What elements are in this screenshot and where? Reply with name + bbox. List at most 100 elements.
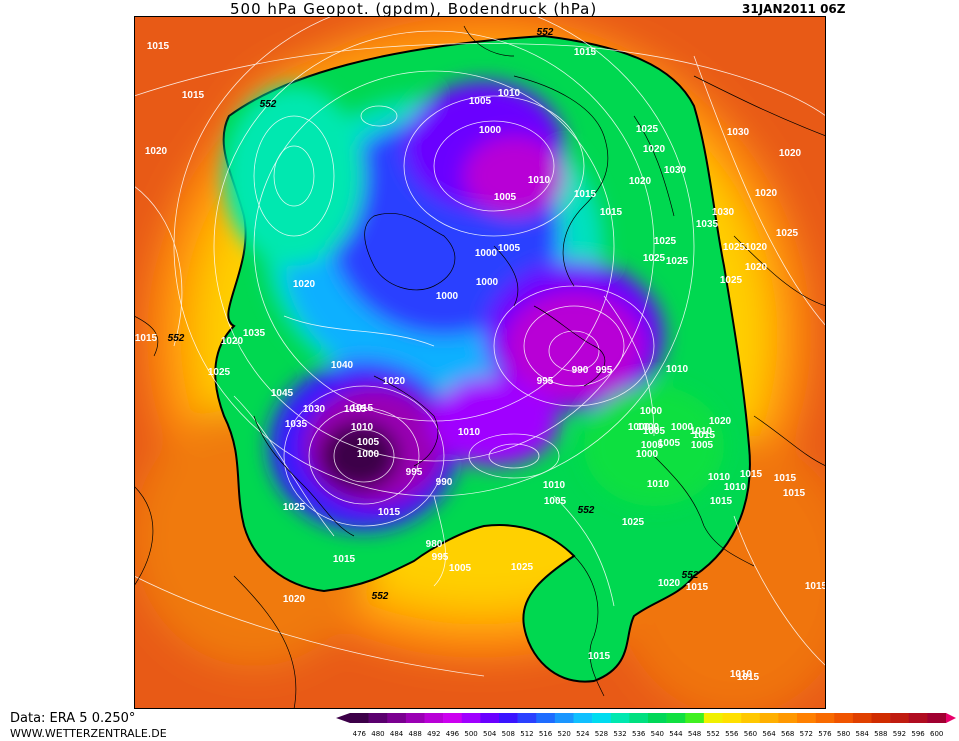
data-source: Data: ERA 5 0.250° (10, 711, 136, 726)
contour-label: 1040 (331, 360, 354, 371)
scale-box (368, 713, 388, 723)
scale-box (387, 713, 407, 723)
scale-box (908, 713, 928, 723)
scale-label: 504 (483, 730, 497, 738)
scale-label: 532 (613, 730, 626, 738)
contour-label: 552 (372, 591, 389, 602)
scale-label: 592 (893, 730, 906, 738)
scale-box (797, 713, 816, 723)
contour-label: 1005 (449, 563, 472, 574)
contour-label: 1015 (693, 430, 716, 441)
contour-label: 1035 (243, 328, 266, 339)
scale-box (778, 713, 798, 723)
scale-box (759, 713, 779, 723)
contour-label: 1015 (574, 189, 597, 200)
scale-box (592, 713, 612, 723)
scale-label: 492 (427, 730, 440, 738)
scale-box (554, 713, 574, 723)
contour-label: 552 (537, 27, 554, 38)
contour-label: 552 (682, 570, 699, 581)
scale-box (648, 713, 667, 723)
scale-label: 552 (707, 730, 720, 738)
contour-label: 995 (596, 365, 613, 376)
scale-box (536, 713, 556, 723)
scale-box (629, 713, 649, 723)
scale-label: 588 (874, 730, 887, 738)
contour-label: 1030 (664, 165, 687, 176)
contour-label: 1015 (600, 207, 623, 218)
contour-label: 995 (406, 467, 423, 478)
contour-label: 1010 (647, 479, 670, 490)
contour-label: 1010 (458, 427, 481, 438)
scale-label: 516 (539, 730, 553, 738)
scale-label: 572 (800, 730, 813, 738)
scale-box (405, 713, 425, 723)
scale-box (350, 713, 369, 723)
scale-box (461, 713, 481, 723)
contour-label: 990 (572, 365, 589, 376)
contour-label: 552 (168, 333, 185, 344)
contour-label: 1025 (283, 502, 306, 513)
scale-label: 528 (595, 730, 608, 738)
contour-label: 1005 (469, 96, 492, 107)
scale-box (722, 713, 742, 723)
contour-label: 1020 (145, 146, 168, 157)
scale-label: 540 (651, 730, 664, 738)
contour-label: 1000 (637, 422, 660, 433)
contour-label: 1010 (708, 472, 731, 483)
scale-label: 544 (669, 730, 683, 738)
contour-label: 1025 (643, 253, 666, 264)
scale-label: 500 (464, 730, 477, 738)
scale-box (890, 713, 910, 723)
contour-label: 1020 (658, 578, 681, 589)
contour-label: 1020 (745, 262, 768, 273)
contour-label: 995 (537, 376, 554, 387)
scale-box (741, 713, 761, 723)
contour-label: 1015 (135, 333, 158, 344)
scale-box (852, 713, 872, 723)
contour-label: 1015 (740, 469, 763, 480)
isobar-lines (134, 16, 826, 677)
scale-label: 488 (409, 730, 422, 738)
contour-label: 1020 (779, 148, 802, 159)
contour-label: 1010 (543, 480, 566, 491)
contour-label: 990 (436, 477, 453, 488)
scale-label: 596 (911, 730, 925, 738)
contour-label: 1000 (640, 406, 663, 417)
website-url: WWW.WETTERZENTRALE.DE (10, 727, 167, 740)
scale-box (834, 713, 854, 723)
contour-label: 1015 (588, 651, 611, 662)
contour-label: 1020 (383, 376, 406, 387)
scale-box (610, 713, 630, 723)
contour-label: 1010 (730, 669, 753, 680)
contour-label: 1010 (666, 364, 689, 375)
scale-label: 580 (837, 730, 850, 738)
contour-label: 1025 (776, 228, 799, 239)
scale-arrow-left (336, 713, 350, 723)
contour-label: 1020 (629, 176, 652, 187)
scale-label: 476 (353, 730, 367, 738)
contour-label: 1015 (805, 581, 826, 592)
contour-label: 1015 (686, 582, 709, 593)
scale-box (871, 713, 891, 723)
scale-label: 576 (818, 730, 832, 738)
contour-label: 1030 (727, 127, 750, 138)
contour-label: 995 (432, 552, 449, 563)
contour-label: 1015 (147, 41, 170, 52)
scale-box (685, 713, 705, 723)
scale-box (424, 713, 444, 723)
contour-label: 1035 (285, 419, 308, 430)
scale-label: 520 (558, 730, 571, 738)
contour-label: 1000 (476, 277, 499, 288)
scale-box (517, 713, 537, 723)
contour-label: 1015 (574, 47, 597, 58)
map-title: 500 hPa Geopot. (gpdm), Bodendruck (hPa) (230, 0, 598, 18)
scale-label: 512 (520, 730, 533, 738)
contour-label: 1005 (494, 192, 517, 203)
scale-box (499, 713, 518, 723)
contour-label: 1010 (528, 175, 551, 186)
contour-label: 1020 (643, 144, 666, 155)
contour-label: 1030 (712, 207, 735, 218)
contour-label: 1000 (636, 449, 659, 460)
scale-box (480, 713, 500, 723)
